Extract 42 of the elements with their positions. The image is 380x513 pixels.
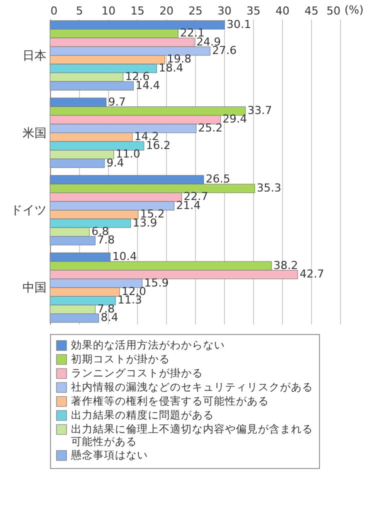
data-label: 26.5	[206, 172, 230, 186]
data-label: 30.1	[226, 18, 252, 31]
legend-label: 著作権等の権利を侵害する可能性がある	[71, 394, 269, 408]
x-tick-label: 25	[188, 4, 202, 18]
legend-label: 初期コストが掛かる	[71, 352, 170, 366]
x-tick-label: 20	[160, 4, 174, 18]
data-label: 35.3	[256, 181, 282, 194]
data-label: 27.6	[212, 44, 237, 58]
data-label: 11.3	[118, 294, 142, 307]
x-tick-label: 10	[102, 4, 116, 18]
legend-label: 効果的な活用方法がわからない	[71, 338, 225, 352]
legend-label: 懸念事項はない	[70, 448, 148, 462]
data-label: 15.9	[144, 276, 169, 290]
data-label: 21.4	[176, 198, 201, 212]
data-label: 33.7	[247, 104, 272, 118]
y-tick-label: 日本	[22, 48, 46, 62]
data-label: 8.4	[100, 311, 118, 324]
data-label: 29.4	[222, 112, 248, 126]
data-label: 25.2	[198, 121, 223, 134]
legend-label: ランニングコストが掛かる	[71, 366, 203, 380]
legend-label: 出力結果の精度に問題がある	[71, 408, 214, 422]
data-label: 14.4	[136, 78, 160, 92]
x-tick-label: 35	[246, 4, 260, 18]
legend-label: 社内情報の漏洩などのセキュリティリスクがある	[71, 380, 313, 394]
x-tick-label: 50	[326, 4, 340, 18]
data-label: 9.4	[106, 156, 124, 170]
x-tick-label: 45	[304, 4, 318, 18]
x-axis-title: (%)	[344, 4, 364, 16]
x-tick-label: 30	[218, 4, 232, 18]
x-tick-label: 15	[130, 4, 144, 18]
legend-label: 出力結果に倫理上不適切な内容や偏見が含まれる可能性がある	[71, 422, 313, 448]
x-tick-label: 40	[276, 4, 290, 18]
y-tick-label: ドイツ	[10, 203, 46, 218]
data-label: 7.8	[97, 234, 115, 247]
y-tick-label: 中国	[22, 280, 46, 295]
x-tick-label: 5	[76, 4, 83, 18]
data-label: 38.2	[274, 258, 298, 272]
x-tick-label: 0	[50, 4, 58, 18]
data-label: 10.4	[112, 250, 137, 264]
data-label: 9.7	[108, 95, 126, 108]
y-tick-label: 米国	[22, 126, 46, 140]
data-label: 42.7	[300, 268, 324, 281]
